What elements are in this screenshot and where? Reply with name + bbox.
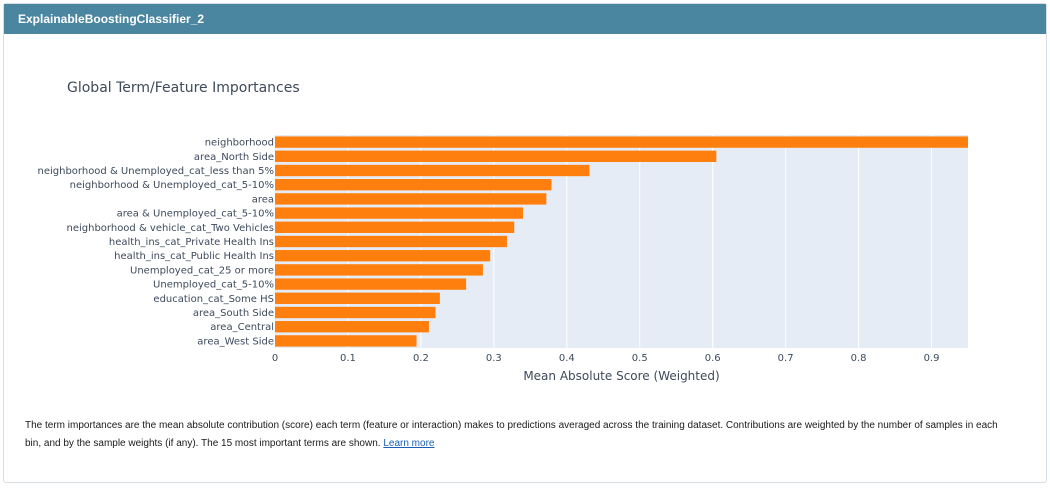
category-label: Unemployed_cat_25 or more — [130, 265, 274, 276]
description-text: The term importances are the mean absolu… — [25, 417, 1015, 453]
category-label: health_ins_cat_Public Health Ins — [114, 251, 274, 262]
category-label: health_ins_cat_Private Health Ins — [109, 237, 274, 248]
category-label: neighborhood & Unemployed_cat_5-10% — [70, 180, 274, 191]
bar[interactable] — [275, 207, 524, 219]
category-labels: neighborhood area_North Side neighborhood … — [38, 138, 275, 348]
panel-header-title: ExplainableBoostingClassifier_2 — [4, 4, 1046, 34]
category-label: neighborhood & vehicle_cat_Two Vehicles — [67, 223, 275, 234]
x-tick-labels: 0 0.1 0.2 0.3 0.4 0.5 0.6 0.7 0.8 0.9 — [272, 353, 940, 364]
category-label: neighborhood — [205, 138, 274, 149]
bar[interactable] — [275, 150, 717, 162]
chart-title: Global Term/Feature Importances — [67, 80, 300, 96]
category-label: area — [252, 194, 274, 205]
x-tick-label: 0.8 — [851, 353, 867, 364]
bar[interactable] — [275, 179, 552, 191]
bar[interactable] — [275, 306, 436, 319]
bar[interactable] — [275, 321, 429, 333]
category-label: Unemployed_cat_5-10% — [153, 280, 274, 291]
x-tick-label: 0.9 — [924, 353, 940, 364]
x-tick-label: 0.5 — [632, 353, 648, 364]
bar[interactable] — [275, 250, 491, 262]
bar[interactable] — [275, 136, 968, 148]
bar[interactable] — [275, 235, 507, 248]
bar[interactable] — [275, 335, 417, 347]
bar[interactable] — [275, 292, 440, 304]
category-label: education_cat_Some HS — [153, 294, 274, 305]
category-label: area_West Side — [197, 336, 274, 347]
x-tick-label: 0.6 — [705, 353, 721, 364]
category-label: neighborhood & Unemployed_cat_less than … — [38, 166, 275, 177]
learn-more-link[interactable]: Learn more — [383, 438, 435, 449]
category-label: area_Central — [210, 322, 274, 333]
x-tick-label: 0.2 — [413, 353, 429, 364]
bars — [275, 136, 968, 347]
x-tick-label: 0.3 — [486, 353, 502, 364]
bar[interactable] — [275, 193, 547, 205]
bar[interactable] — [275, 264, 483, 276]
x-tick-label: 0.7 — [778, 353, 794, 364]
x-axis-title: Mean Absolute Score (Weighted) — [523, 369, 719, 383]
x-tick-label: 0 — [272, 353, 278, 364]
bar[interactable] — [275, 278, 467, 290]
category-label: area_South Side — [193, 308, 274, 319]
bar[interactable] — [275, 164, 590, 177]
x-tick-label: 0.4 — [559, 353, 575, 364]
category-label: area & Unemployed_cat_5-10% — [117, 209, 274, 220]
x-tick-label: 0.1 — [340, 353, 356, 364]
bar[interactable] — [275, 221, 515, 233]
description-body: The term importances are the mean absolu… — [25, 420, 998, 449]
category-label: area_North Side — [194, 152, 274, 163]
